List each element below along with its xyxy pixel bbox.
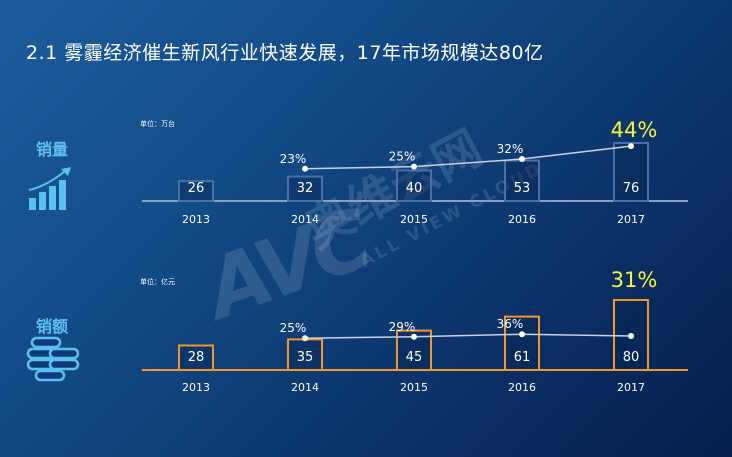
growth-rate-label: 32% <box>497 142 524 156</box>
growth-rate-label: 36% <box>497 317 524 331</box>
slide-title: 2.1 雾霾经济催生新风行业快速发展，17年市场规模达80亿 <box>26 42 544 64</box>
tick-label: 2013 <box>182 213 210 226</box>
coins-icon <box>26 336 80 382</box>
data-label: 45 <box>406 350 423 365</box>
data-label: 40 <box>406 181 423 196</box>
tick-label: 2017 <box>617 381 645 394</box>
tick-label: 2014 <box>291 213 319 226</box>
growth-rate-label: 29% <box>389 320 416 334</box>
bar <box>396 169 432 202</box>
tick-label: 2015 <box>400 213 428 226</box>
tick-label: 2016 <box>508 381 536 394</box>
growth-rate-label: 25% <box>280 321 307 335</box>
growth-rate-label: 23% <box>280 152 307 166</box>
data-label: 80 <box>623 350 640 365</box>
highlight-growth-rate: 31% <box>611 268 658 292</box>
bar <box>504 315 540 371</box>
growth-chart-icon <box>28 167 71 210</box>
bar <box>178 344 214 371</box>
data-label: 32 <box>297 181 314 196</box>
growth-point <box>302 335 308 342</box>
growth-point <box>302 165 308 172</box>
volume-unit: 单位：万台 <box>140 120 175 128</box>
growth-point <box>411 333 417 340</box>
growth-point <box>519 331 525 338</box>
tick-label: 2014 <box>291 381 319 394</box>
growth-point <box>628 143 634 150</box>
data-label: 28 <box>188 350 205 365</box>
bar <box>287 175 323 203</box>
highlight-growth-rate: 44% <box>611 118 658 142</box>
revenue-unit: 单位：亿元 <box>140 278 175 286</box>
tick-label: 2013 <box>182 381 210 394</box>
data-label: 76 <box>623 181 640 196</box>
growth-line <box>304 333 632 339</box>
bar <box>613 142 649 202</box>
data-label: 26 <box>188 181 205 196</box>
tick-label: 2015 <box>400 381 428 394</box>
bar <box>287 338 323 371</box>
growth-point <box>411 163 417 170</box>
bar <box>504 159 540 202</box>
revenue-label: 销额 <box>36 317 69 336</box>
growth-point <box>519 156 525 163</box>
data-label: 53 <box>514 181 531 196</box>
tick-label: 2017 <box>617 213 645 226</box>
bar <box>178 180 214 203</box>
growth-line <box>304 145 632 170</box>
growth-rate-label: 25% <box>389 150 416 164</box>
growth-point <box>628 333 634 340</box>
volume-label: 销量 <box>36 140 69 159</box>
data-label: 61 <box>514 350 531 365</box>
tick-label: 2016 <box>508 213 536 226</box>
data-label: 35 <box>297 350 314 365</box>
